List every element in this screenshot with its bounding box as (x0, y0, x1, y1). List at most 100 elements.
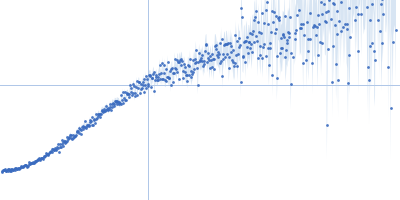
Point (154, 79, 160, 82)
Point (74, 130, 80, 133)
Point (353, 6, 360, 9)
Point (325, 9, 331, 12)
Point (189, 72, 195, 75)
Point (235, 53, 241, 56)
Point (285, 31, 291, 34)
Point (191, 68, 197, 71)
Point (334, 32, 340, 36)
Point (259, 57, 266, 60)
Point (114, 99, 121, 102)
Point (150, 72, 156, 75)
Point (160, 78, 166, 81)
Point (207, 54, 214, 58)
Point (148, 86, 154, 89)
Point (127, 84, 133, 87)
Point (67, 134, 73, 137)
Point (119, 99, 125, 102)
Point (249, 32, 256, 35)
Point (158, 78, 165, 81)
Point (36, 157, 42, 160)
Point (117, 102, 123, 105)
Point (172, 58, 178, 61)
Point (346, 53, 352, 57)
Point (142, 75, 149, 78)
Point (378, 3, 384, 6)
Point (276, 18, 283, 22)
Point (190, 58, 196, 62)
Point (234, 65, 240, 68)
Point (280, 34, 287, 37)
Point (2, 168, 8, 171)
Point (142, 84, 148, 87)
Point (22, 164, 28, 167)
Point (65, 138, 71, 141)
Point (211, 57, 218, 60)
Point (10, 169, 17, 172)
Point (178, 64, 184, 67)
Point (224, 53, 231, 56)
Point (388, 107, 394, 110)
Point (368, 42, 375, 45)
Point (220, 52, 227, 55)
Point (46, 151, 52, 155)
Point (90, 123, 96, 126)
Point (272, 27, 279, 31)
Point (77, 127, 83, 130)
Point (185, 65, 192, 68)
Point (366, 18, 373, 22)
Point (224, 42, 230, 45)
Point (364, 5, 370, 8)
Point (86, 124, 92, 127)
Point (203, 43, 210, 46)
Point (186, 73, 192, 76)
Point (29, 161, 36, 164)
Point (342, 23, 348, 26)
Point (133, 85, 139, 88)
Point (230, 48, 236, 51)
Point (191, 58, 198, 61)
Point (151, 89, 158, 93)
Point (266, 41, 273, 44)
Point (249, 50, 255, 53)
Point (109, 103, 116, 106)
Point (64, 139, 71, 142)
Point (322, 20, 329, 24)
Point (147, 74, 154, 77)
Point (118, 93, 125, 96)
Point (214, 51, 221, 54)
Point (329, 80, 335, 83)
Point (178, 58, 184, 61)
Point (300, 62, 306, 65)
Point (0, 169, 6, 172)
Point (220, 57, 226, 60)
Point (288, 82, 294, 86)
Point (98, 112, 104, 116)
Point (297, 27, 303, 30)
Point (52, 147, 59, 151)
Point (107, 103, 114, 106)
Point (33, 160, 40, 163)
Point (195, 61, 202, 64)
Point (25, 164, 31, 167)
Point (334, 9, 340, 12)
Point (20, 165, 26, 168)
Point (28, 162, 34, 165)
Point (137, 92, 143, 95)
Point (264, 0, 270, 3)
Point (344, 22, 350, 25)
Point (223, 43, 229, 46)
Point (338, 0, 344, 3)
Point (306, 37, 313, 40)
Point (159, 61, 166, 64)
Point (121, 96, 127, 99)
Point (4, 169, 10, 172)
Point (20, 165, 26, 168)
Point (243, 40, 249, 43)
Point (238, 80, 244, 84)
Point (101, 107, 108, 110)
Point (393, 29, 399, 32)
Point (73, 133, 79, 136)
Point (35, 158, 41, 161)
Point (118, 103, 124, 106)
Point (129, 93, 135, 97)
